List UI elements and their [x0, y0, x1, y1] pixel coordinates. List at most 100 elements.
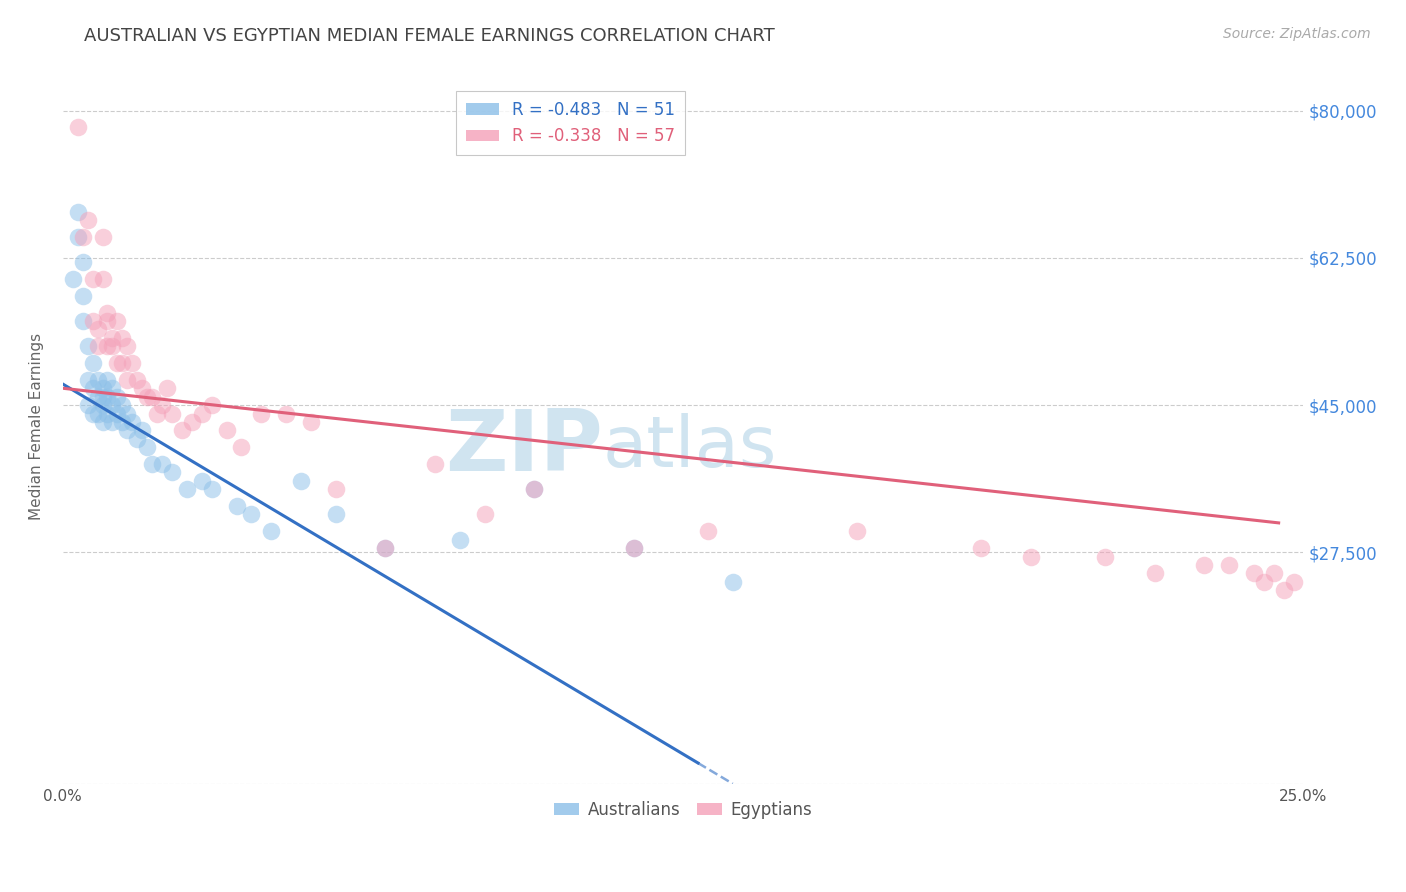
Point	[1263, 566, 1285, 581]
Point	[117, 407, 139, 421]
Point	[86, 390, 108, 404]
Point	[176, 482, 198, 496]
Point	[1243, 566, 1265, 581]
Point	[76, 213, 98, 227]
Point	[111, 356, 134, 370]
Point	[117, 373, 139, 387]
Point	[231, 440, 253, 454]
Point	[325, 482, 347, 496]
Point	[141, 390, 163, 404]
Point	[136, 440, 159, 454]
Point	[96, 407, 118, 421]
Point	[215, 423, 238, 437]
Point	[121, 415, 143, 429]
Point	[201, 482, 224, 496]
Point	[1143, 566, 1166, 581]
Point	[141, 457, 163, 471]
Point	[111, 331, 134, 345]
Point	[105, 356, 128, 370]
Point	[299, 415, 322, 429]
Point	[180, 415, 202, 429]
Point	[72, 289, 94, 303]
Point	[62, 272, 84, 286]
Point	[150, 457, 173, 471]
Point	[156, 381, 179, 395]
Point	[105, 314, 128, 328]
Point	[474, 508, 496, 522]
Point	[76, 398, 98, 412]
Point	[72, 255, 94, 269]
Point	[150, 398, 173, 412]
Point	[260, 524, 283, 539]
Point	[449, 533, 471, 547]
Legend: Australians, Egyptians: Australians, Egyptians	[547, 794, 818, 825]
Point	[290, 474, 312, 488]
Point	[721, 574, 744, 589]
Point	[131, 423, 153, 437]
Point	[96, 390, 118, 404]
Point	[105, 407, 128, 421]
Point	[160, 407, 183, 421]
Point	[72, 229, 94, 244]
Point	[623, 541, 645, 556]
Point	[523, 482, 546, 496]
Point	[276, 407, 298, 421]
Point	[101, 331, 124, 345]
Point	[250, 407, 273, 421]
Point	[1094, 549, 1116, 564]
Point	[131, 381, 153, 395]
Point	[117, 339, 139, 353]
Point	[96, 339, 118, 353]
Point	[1218, 558, 1240, 572]
Point	[66, 120, 89, 135]
Point	[374, 541, 396, 556]
Point	[101, 339, 124, 353]
Point	[1192, 558, 1215, 572]
Point	[697, 524, 720, 539]
Point	[523, 482, 546, 496]
Point	[1272, 583, 1295, 598]
Point	[1282, 574, 1305, 589]
Point	[72, 314, 94, 328]
Point	[86, 322, 108, 336]
Point	[127, 432, 149, 446]
Point	[66, 204, 89, 219]
Point	[82, 407, 104, 421]
Point	[423, 457, 446, 471]
Point	[111, 398, 134, 412]
Point	[76, 373, 98, 387]
Point	[91, 398, 114, 412]
Point	[105, 390, 128, 404]
Point	[191, 407, 214, 421]
Point	[91, 381, 114, 395]
Point	[96, 314, 118, 328]
Point	[86, 407, 108, 421]
Text: Source: ZipAtlas.com: Source: ZipAtlas.com	[1223, 27, 1371, 41]
Point	[91, 415, 114, 429]
Point	[325, 508, 347, 522]
Point	[101, 415, 124, 429]
Point	[82, 314, 104, 328]
Point	[146, 407, 169, 421]
Point	[82, 381, 104, 395]
Y-axis label: Median Female Earnings: Median Female Earnings	[30, 333, 44, 520]
Point	[86, 373, 108, 387]
Point	[201, 398, 224, 412]
Point	[76, 339, 98, 353]
Point	[91, 272, 114, 286]
Point	[82, 356, 104, 370]
Point	[127, 373, 149, 387]
Text: ZIP: ZIP	[444, 406, 603, 489]
Point	[170, 423, 193, 437]
Point	[91, 390, 114, 404]
Point	[1019, 549, 1042, 564]
Point	[970, 541, 993, 556]
Point	[374, 541, 396, 556]
Text: AUSTRALIAN VS EGYPTIAN MEDIAN FEMALE EARNINGS CORRELATION CHART: AUSTRALIAN VS EGYPTIAN MEDIAN FEMALE EAR…	[84, 27, 775, 45]
Point	[240, 508, 263, 522]
Point	[86, 339, 108, 353]
Point	[1253, 574, 1275, 589]
Text: atlas: atlas	[603, 413, 778, 482]
Point	[225, 499, 247, 513]
Point	[66, 229, 89, 244]
